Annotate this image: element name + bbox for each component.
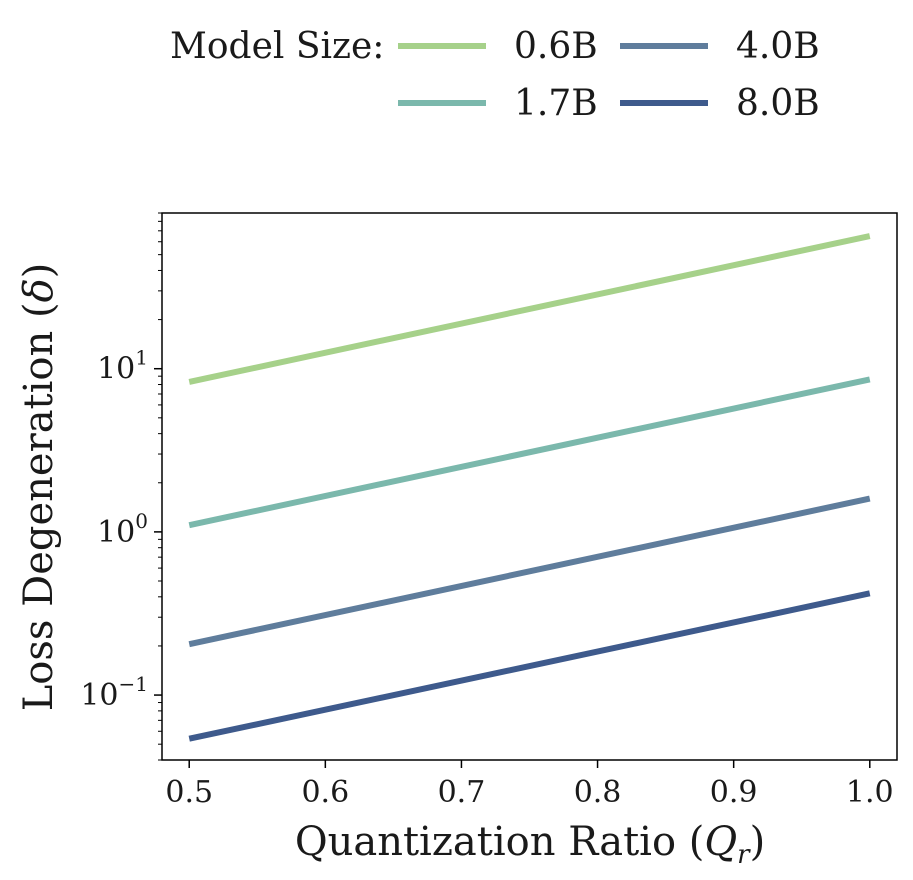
legend: Model Size: 0.6B 1.7B 4.0B 8.0B xyxy=(170,26,820,124)
y-axis-label: Loss Degeneration (δ) xyxy=(16,263,62,712)
series-line-8-0B xyxy=(188,590,871,742)
y-tick-label: 100 xyxy=(97,509,148,550)
x-tick-label: 0.8 xyxy=(574,775,622,810)
series-line-0-6B xyxy=(188,233,871,385)
series-line-1-7B xyxy=(188,376,871,529)
y-tick-label: 10−1 xyxy=(80,672,148,713)
y-tick-label: 101 xyxy=(97,346,148,387)
legend-label: 1.7B xyxy=(514,83,598,124)
x-ticks: 0.5 0.6 0.7 0.8 0.9 1.0 xyxy=(165,760,894,810)
x-tick-label: 0.9 xyxy=(710,775,758,810)
x-tick-label: 0.5 xyxy=(165,775,213,810)
plot-frame xyxy=(161,212,898,761)
x-tick-label: 1.0 xyxy=(846,775,894,810)
y-minor-ticks xyxy=(158,212,162,761)
plot-area: 10−1 100 101 0.5 0.6 0.7 0.8 0.9 1.0 xyxy=(80,212,898,810)
legend-title: Model Size: xyxy=(170,26,384,67)
legend-entries: 0.6B 1.7B 4.0B 8.0B xyxy=(398,26,820,124)
series-line-4-0B xyxy=(188,495,871,648)
x-tick-label: 0.7 xyxy=(438,775,486,810)
y-major-ticks: 10−1 100 101 xyxy=(80,346,162,713)
series-lines xyxy=(188,233,871,742)
x-tick-label: 0.6 xyxy=(301,775,349,810)
legend-label: 4.0B xyxy=(736,26,820,67)
x-axis-label: Quantization Ratio (Qr) xyxy=(295,819,765,870)
legend-label: 8.0B xyxy=(736,83,820,124)
legend-label: 0.6B xyxy=(514,26,598,67)
